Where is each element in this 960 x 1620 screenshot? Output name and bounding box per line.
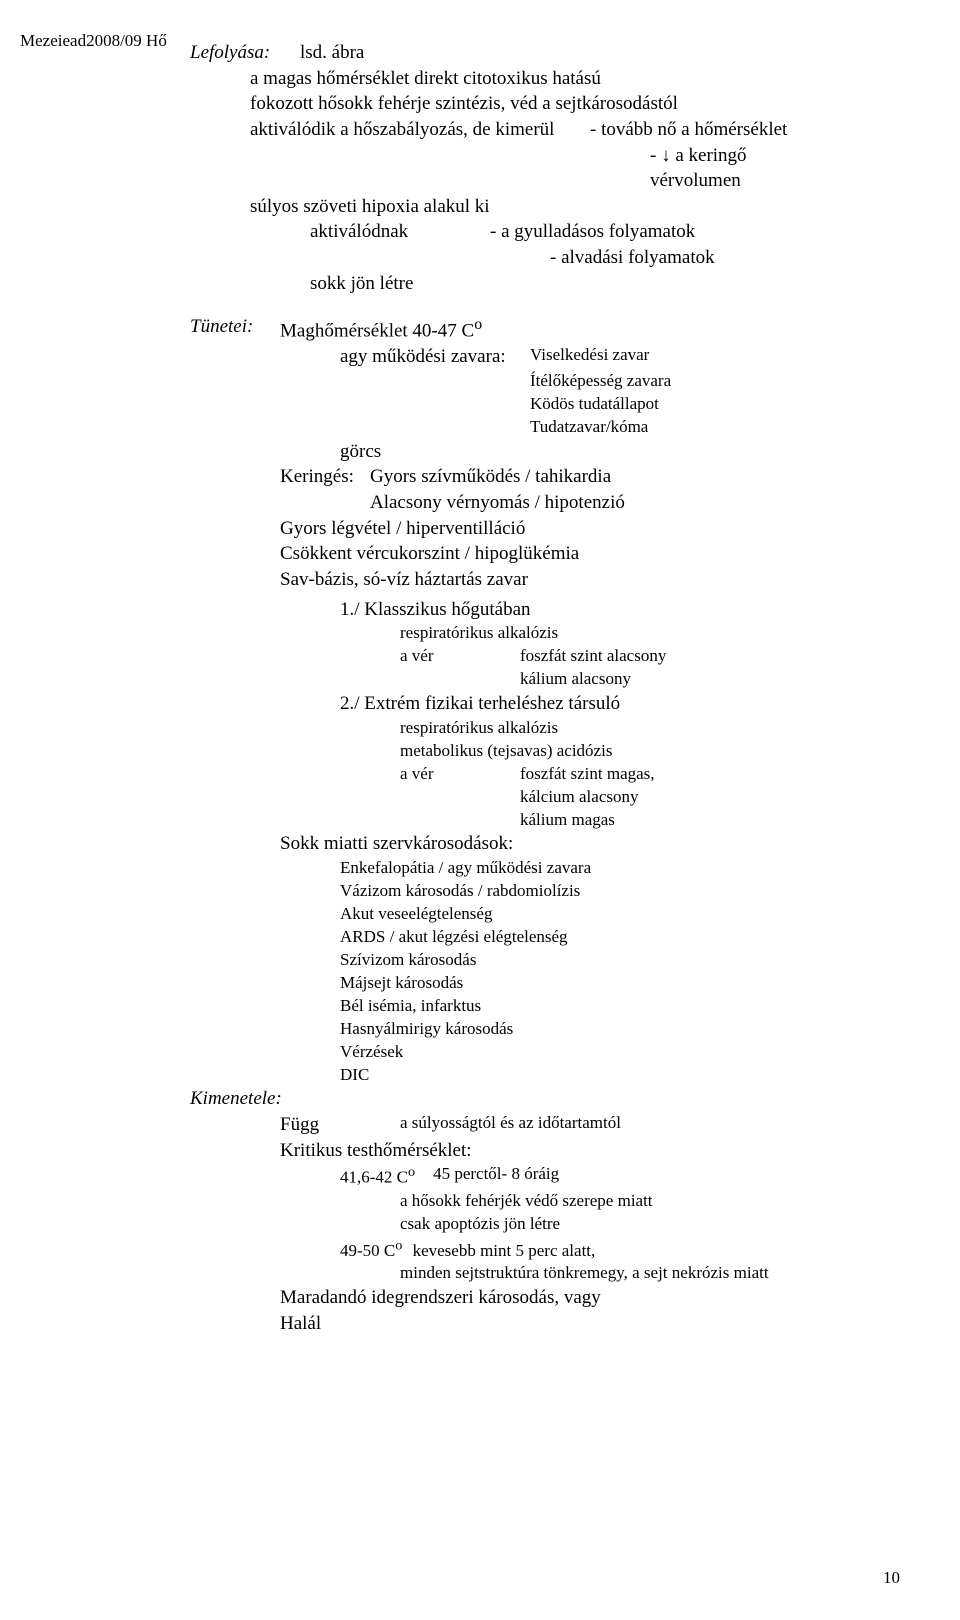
tunetei-sokk: Sokk miatti szervkárosodások: [280, 831, 840, 857]
kimenetele-kr1a: 41,6-42 Co [340, 1163, 415, 1190]
tunetei-s8: Hasnyálmirigy károsodás [340, 1018, 840, 1041]
kimenetele-m1: Maradandó idegrendszeri károsodás, vagy [280, 1285, 840, 1311]
lefolyasa-row: Lefolyása: lsd. ábra [190, 40, 840, 66]
tunetei-k2c-r2: kálcium alacsony [520, 786, 840, 809]
tunetei-s3: Akut veseelégtelenség [340, 903, 840, 926]
lefolyasa-value: lsd. ábra [300, 40, 364, 66]
tunetei-t2b1: Viselkedési zavar [530, 344, 649, 370]
kimenetele-f1b: a súlyosságtól és az időtartamtól [400, 1112, 621, 1138]
tunetei-t2b2: Ítélőképesség zavara [530, 370, 840, 393]
page-number: 10 [883, 1567, 900, 1590]
tunetei-t2-row: agy működési zavara: Viselkedési zavar [340, 344, 840, 370]
tunetei-k1: 1./ Klasszikus hőgutában [340, 597, 840, 623]
kimenetele-kr5: minden sejtstruktúra tönkremegy, a sejt … [400, 1262, 840, 1285]
kimenetele-kr4a-text: 49-50 C [340, 1241, 395, 1260]
lefolyasa-l3a: aktiválódik a hőszabályozás, de kimerül [250, 117, 590, 143]
tunetei-k2a: respiratórikus alkalózis [400, 717, 840, 740]
tunetei-s7: Bél isémia, infarktus [340, 995, 840, 1018]
kimenetele-kr4-row: 49-50 Co kevesebb mint 5 perc alatt, [340, 1236, 840, 1263]
tunetei-k1b-l: a vér [400, 645, 520, 668]
lefolyasa-l5b: - a gyulladásos folyamatok [490, 219, 695, 245]
lefolyasa-l4: súlyos szöveti hipoxia alakul ki [250, 194, 840, 220]
kimenetele-label: Kimenetele: [190, 1086, 840, 1112]
tunetei-t2b3: Ködös tudatállapot [530, 393, 840, 416]
kimenetele-kr2: a hősokk fehérjék védő szerepe miatt [400, 1190, 840, 1213]
tunetei-t4-row: Keringés: Gyors szívműködés / tahikardia [280, 464, 840, 490]
kimenetele-kr: Kritikus testhőmérséklet: [280, 1138, 840, 1164]
tunetei-k1a: respiratórikus alkalózis [400, 622, 840, 645]
kimenetele-kr1-row: 41,6-42 Co 45 perctől- 8 óráig [340, 1163, 840, 1190]
tunetei-label: Tünetei: [190, 314, 280, 344]
tunetei-k2c-row: a vér foszfát szint magas, [400, 763, 840, 786]
kimenetele-kr3: csak apoptózis jön létre [400, 1213, 840, 1236]
tunetei-s10: DIC [340, 1064, 840, 1087]
lefolyasa-l6: sokk jön létre [310, 271, 840, 297]
kimenetele-kr1a-sup: o [408, 1164, 415, 1180]
tunetei-t2a: agy működési zavara: [340, 344, 530, 370]
tunetei-t1-text: Maghőmérséklet 40-47 C [280, 321, 474, 342]
kimenetele-f1-row: Függ a súlyosságtól és az időtartamtól [280, 1112, 840, 1138]
tunetei-t1: Maghőmérséklet 40-47 Co [280, 314, 482, 344]
lefolyasa-l5c: - alvadási folyamatok [550, 245, 840, 271]
lefolyasa-l2: fokozott hősokk fehérje szintézis, véd a… [250, 91, 840, 117]
tunetei-k1b-r2: kálium alacsony [520, 668, 840, 691]
lefolyasa-label: Lefolyása: [190, 40, 300, 66]
lefolyasa-l3-row: aktiválódik a hőszabályozás, de kimerül … [250, 117, 840, 143]
tunetei-t6: Csökkent vércukorszint / hipoglükémia [280, 541, 840, 567]
tunetei-s2: Vázizom károsodás / rabdomiolízis [340, 880, 840, 903]
lefolyasa-l5a: aktiválódnak [310, 219, 490, 245]
lefolyasa-l3c: - ↓ a keringő vérvolumen [650, 143, 840, 194]
tunetei-s1: Enkefalopátia / agy működési zavara [340, 857, 840, 880]
tunetei-k1b-r1: foszfát szint alacsony [520, 645, 666, 668]
tunetei-s4: ARDS / akut légzési elégtelenség [340, 926, 840, 949]
kimenetele-f1a: Függ [280, 1112, 400, 1138]
tunetei-t2b4: Tudatzavar/kóma [530, 416, 840, 439]
kimenetele-kr1a-text: 41,6-42 C [340, 1168, 408, 1187]
tunetei-row: Tünetei: Maghőmérséklet 40-47 Co [190, 314, 840, 344]
tunetei-s6: Májsejt károsodás [340, 972, 840, 995]
tunetei-t3: görcs [340, 439, 840, 465]
tunetei-s9: Vérzések [340, 1041, 840, 1064]
header-left: Mezeiead2008/09 Hő [20, 30, 167, 53]
page: Mezeiead2008/09 Hő Lefolyása: lsd. ábra … [0, 0, 960, 1620]
tunetei-t1-sup: o [474, 316, 482, 333]
tunetei-t4c: Alacsony vérnyomás / hipotenzió [370, 490, 840, 516]
kimenetele-kr4a: 49-50 Co [340, 1241, 407, 1260]
lefolyasa-l3b: - tovább nő a hőmérséklet [590, 117, 787, 143]
tunetei-k2b: metabolikus (tejsavas) acidózis [400, 740, 840, 763]
tunetei-k2c-l: a vér [400, 763, 520, 786]
tunetei-t7: Sav-bázis, só-víz háztartás zavar [280, 567, 840, 593]
tunetei-t4b: Gyors szívműködés / tahikardia [370, 464, 611, 490]
lefolyasa-l5-row: aktiválódnak - a gyulladásos folyamatok [250, 219, 840, 245]
tunetei-t4a: Keringés: [280, 464, 370, 490]
tunetei-k2c-r3: kálium magas [520, 809, 840, 832]
kimenetele-kr4a-sup: o [395, 1237, 402, 1253]
kimenetele-kr4b: kevesebb mint 5 perc alatt, [413, 1241, 596, 1260]
tunetei-s5: Szívizom károsodás [340, 949, 840, 972]
lefolyasa-l1: a magas hőmérséklet direkt citotoxikus h… [250, 66, 840, 92]
kimenetele-kr1b: 45 perctől- 8 óráig [433, 1163, 559, 1190]
tunetei-t5: Gyors légvétel / hiperventilláció [280, 516, 840, 542]
tunetei-k2: 2./ Extrém fizikai terheléshez társuló [340, 691, 840, 717]
content-section: Lefolyása: lsd. ábra a magas hőmérséklet… [190, 40, 840, 1337]
tunetei-k2c-r1: foszfát szint magas, [520, 763, 655, 786]
tunetei-k1b-row: a vér foszfát szint alacsony [400, 645, 840, 668]
kimenetele-m2: Halál [280, 1311, 840, 1337]
